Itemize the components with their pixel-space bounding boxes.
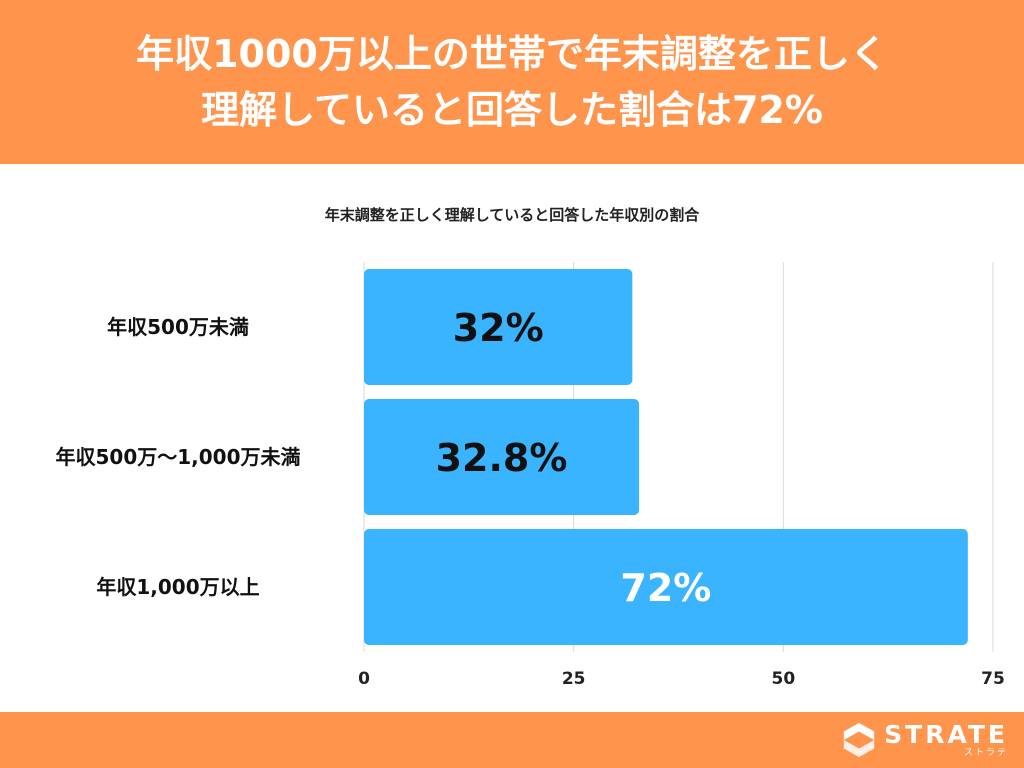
bar [364,399,640,515]
page-title-line2: 理解していると回答した割合は72% [201,88,823,132]
category-label: 年収500万〜1,000万未満 [55,445,300,469]
bar [364,269,633,385]
header-banner: 年収1000万以上の世帯で年末調整を正しく 理解していると回答した割合は72% [0,0,1024,164]
strate-logo: STRATE ストラテ [840,718,1008,762]
x-tick-label: 50 [771,669,795,689]
category-label: 年収500万未満 [107,315,249,339]
category-label: 年収1,000万以上 [96,575,259,599]
data-label: 72% [620,566,711,610]
x-tick-label: 75 [981,669,1005,689]
data-label: 32% [453,306,544,350]
logo-name: STRATE [884,720,1008,749]
page-title-line1: 年収1000万以上の世帯で年末調整を正しく [136,32,888,76]
bar [364,529,968,645]
bar-chart: 0 25 50 75 年収500万未満 32% 年収500万〜1,000万未満 32.8% 年収… [55,262,1005,689]
logo-subtext: ストラテ [963,748,1008,758]
x-tick-label: 25 [562,669,586,689]
chart-title: 年末調整を正しく理解していると回答した年収別の割合 [324,206,700,224]
x-tick-label: 0 [358,669,370,689]
strate-logo-icon [843,722,875,758]
data-label: 32.8% [436,436,568,480]
footer-banner: STRATE ストラテ [0,712,1024,768]
